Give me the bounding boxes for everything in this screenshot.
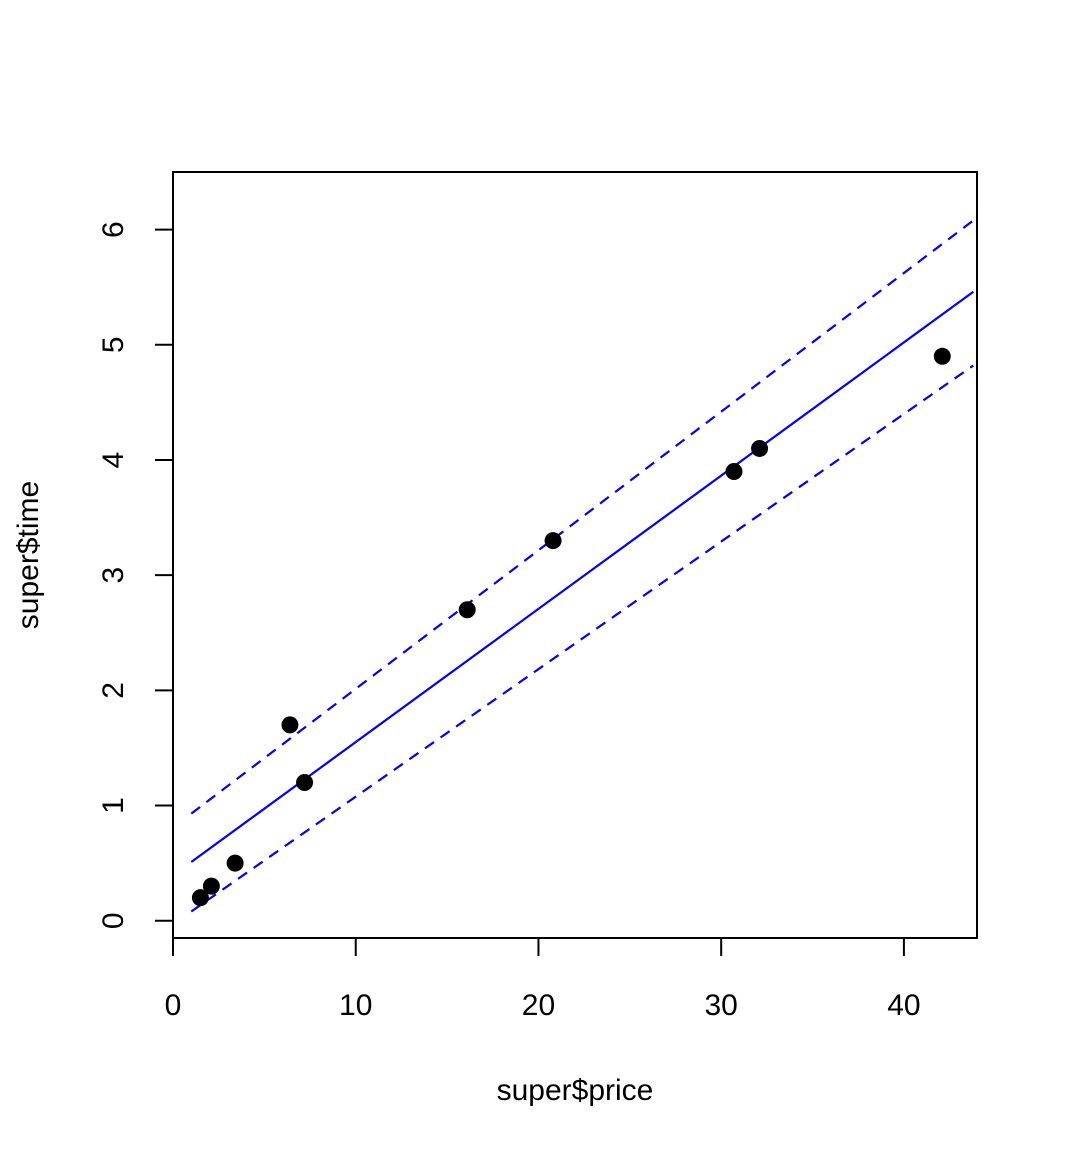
data-point: [296, 773, 314, 791]
data-point: [751, 439, 769, 457]
x-tick-label: 40: [887, 989, 920, 1022]
y-tick-label: 3: [97, 567, 130, 584]
y-tick-label: 4: [97, 452, 130, 469]
y-tick-label: 0: [97, 912, 130, 929]
x-tick-label: 0: [165, 989, 182, 1022]
data-point: [281, 716, 299, 734]
lower-band-line: [190, 364, 974, 913]
x-tick-label: 10: [339, 989, 372, 1022]
upper-band-line: [190, 219, 975, 815]
data-point: [458, 601, 476, 619]
y-tick-label: 6: [97, 221, 130, 238]
data-point: [191, 889, 209, 907]
data-point: [933, 347, 951, 365]
y-axis-title: super$time: [12, 481, 45, 629]
data-point: [202, 877, 220, 895]
x-tick-label: 20: [522, 989, 555, 1022]
data-point: [226, 854, 244, 872]
data-point: [544, 532, 562, 550]
y-tick-label: 2: [97, 682, 130, 699]
fit-line: [190, 290, 974, 863]
y-tick-label: 1: [97, 797, 130, 814]
x-axis-title: super$price: [497, 1074, 654, 1107]
y-tick-label: 5: [97, 336, 130, 353]
x-tick-label: 30: [704, 989, 737, 1022]
plot-frame: [172, 171, 978, 939]
line-layer: [190, 219, 975, 913]
points-layer: [191, 347, 951, 907]
x-axis: 0 10 20 30 40: [165, 937, 921, 1022]
data-point: [725, 462, 743, 480]
